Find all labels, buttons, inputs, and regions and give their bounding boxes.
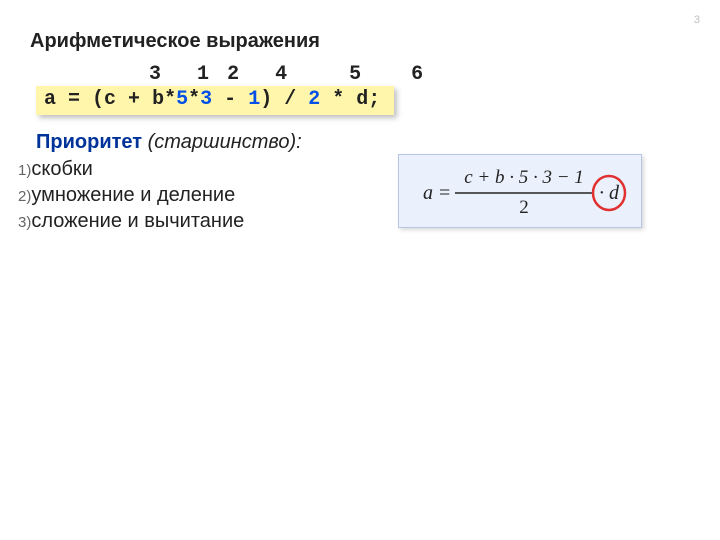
order-1: 3 xyxy=(149,63,161,86)
code-expression: a = (c + b*5*3 - 1) / 2 * d; xyxy=(36,86,394,115)
code-token: 1 xyxy=(248,88,260,111)
order-6: 6 xyxy=(411,63,423,86)
code-token: d; xyxy=(344,88,380,111)
order-3: 2 xyxy=(227,63,239,86)
list-text: сложение и вычитание xyxy=(31,210,244,232)
code-token: = xyxy=(68,88,80,111)
priority-header: Приоритет (старшинство): xyxy=(36,131,690,154)
priority-label: Приоритет xyxy=(36,131,142,153)
formula-box: a = c + b · 5 · 3 − 1 2 · d xyxy=(398,154,642,228)
code-token: 3 xyxy=(200,88,212,111)
code-token: / xyxy=(284,88,296,111)
code-token xyxy=(236,88,248,111)
formula-denominator: 2 xyxy=(519,197,529,218)
formula-lhs: a xyxy=(423,182,433,204)
list-number: 1) xyxy=(18,162,31,179)
priority-paren: (старшинство): xyxy=(142,131,302,153)
code-token: + xyxy=(128,88,140,111)
list-number: 2) xyxy=(18,188,31,205)
code-token xyxy=(296,88,308,111)
code-token: * xyxy=(332,88,344,111)
code-token: b xyxy=(140,88,164,111)
order-2: 1 xyxy=(197,63,209,86)
code-token: - xyxy=(224,88,236,111)
formula-numerator: c + b · 5 · 3 − 1 xyxy=(464,167,584,188)
order-5: 5 xyxy=(349,63,361,86)
formula-svg: a = c + b · 5 · 3 − 1 2 · d xyxy=(399,155,643,229)
list-text: умножение и деление xyxy=(31,184,235,206)
list-number: 3) xyxy=(18,214,31,231)
code-token: * xyxy=(164,88,176,111)
code-token xyxy=(320,88,332,111)
code-token: a xyxy=(44,88,68,111)
code-token: (c xyxy=(80,88,128,111)
code-token: * xyxy=(188,88,200,111)
formula-eq: = xyxy=(439,182,450,204)
code-token: 5 xyxy=(176,88,188,111)
list-text: скобки xyxy=(31,158,92,180)
slide-title: Арифметическое выражения xyxy=(30,30,690,53)
code-token: ) xyxy=(260,88,284,111)
order-4: 4 xyxy=(275,63,287,86)
page-number: 3 xyxy=(694,14,700,26)
code-token xyxy=(212,88,224,111)
operation-order-row: 3 1 2 4 5 6 xyxy=(36,63,690,86)
formula-tail: · d xyxy=(599,182,620,204)
code-token: 2 xyxy=(308,88,320,111)
